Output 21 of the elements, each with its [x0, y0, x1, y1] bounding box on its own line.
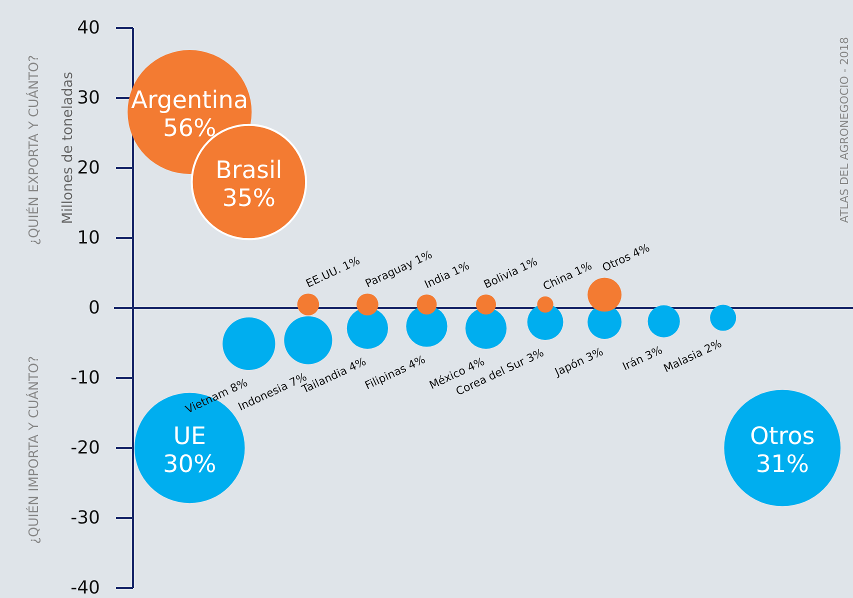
data-label: UE 30%	[162, 422, 216, 478]
text: ¿QUIÉN IMPORTA Y CUÁNTO?	[25, 356, 42, 544]
y-tick-label: 20	[77, 158, 100, 178]
data-label: China 1%	[541, 259, 594, 294]
data-label: India 1%	[422, 259, 472, 292]
y-axis-title: Millones de toneladas	[60, 72, 76, 224]
y-tick-label: 30	[77, 88, 100, 108]
y-tick-label: 10	[77, 228, 100, 248]
y-tick-label: 40	[77, 18, 100, 38]
text: ATLAS DEL AGRONEGOCIO - 2018	[838, 37, 851, 223]
y-tick-label: 0	[88, 298, 100, 318]
y-tick-label: -40	[70, 578, 100, 598]
data-label: Otros 4%	[600, 241, 652, 274]
data-label: Argentina 56%	[131, 86, 248, 142]
y-tick-label: -20	[70, 438, 100, 458]
y-tick-label: -10	[70, 368, 100, 388]
data-label: Otros 31%	[750, 422, 815, 478]
y-tick-label: -30	[70, 508, 100, 528]
text: ¿QUIÉN EXPORTA Y CUÁNTO?	[25, 54, 42, 246]
data-label: Irán 3%	[620, 344, 664, 374]
data-label: Brasil 35%	[215, 156, 282, 212]
